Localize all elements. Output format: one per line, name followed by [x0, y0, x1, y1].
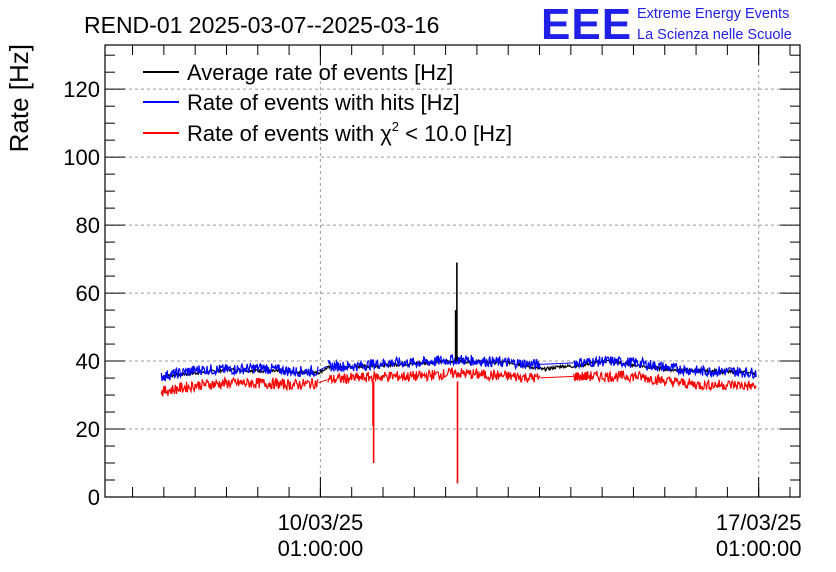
y-tick-label-20: 20: [76, 417, 100, 442]
eee-logo: EEE Extreme Energy Events La Scienza nel…: [541, 0, 792, 49]
y-tick-label-100: 100: [63, 145, 100, 170]
y-axis-label: Rate [Hz]: [4, 44, 34, 152]
series-gap-link-2-1: [540, 375, 574, 379]
x-tick-label-time-0: 01:00:00: [278, 536, 364, 561]
y-tick-label-0: 0: [88, 485, 100, 510]
eee-logo-line2: La Scienza nelle Scuole: [637, 27, 792, 43]
y-tick-label-120: 120: [63, 77, 100, 102]
x-tick-label-time-1: 01:00:00: [716, 536, 802, 561]
series-gap-link-1-1: [540, 362, 574, 365]
grid-lines: [105, 45, 800, 497]
series-line-2: [160, 367, 757, 397]
y-tick-label-60: 60: [76, 281, 100, 306]
series-line-1: [160, 354, 757, 382]
eee-logo-line1: Extreme Energy Events: [637, 6, 789, 22]
series-gap-link-1-0: [318, 365, 328, 372]
y-tick-label-80: 80: [76, 213, 100, 238]
y-tick-label-40: 40: [76, 349, 100, 374]
chart-title: REND-01 2025-03-07--2025-03-16: [84, 12, 439, 38]
axes: 02040608010012010/03/2501:00:0017/03/250…: [63, 44, 802, 561]
plot-frame: [104, 44, 801, 498]
series-gap-link-2-0: [318, 379, 328, 384]
legend-label-chi2: Rate of events with χ2 < 10.0 [Hz]: [187, 119, 512, 146]
legend-label-chi2-prefix: Rate of events with χ: [187, 121, 392, 146]
legend: Average rate of events [Hz] Rate of even…: [143, 60, 512, 146]
legend-label-chi2-exponent: 2: [392, 119, 399, 134]
legend-label-hits: Rate of events with hits [Hz]: [187, 90, 460, 115]
legend-label-chi2-suffix: < 10.0 [Hz]: [399, 121, 512, 146]
legend-label-average: Average rate of events [Hz]: [187, 60, 453, 85]
data-series: [160, 262, 757, 484]
eee-logo-mark: EEE: [541, 0, 632, 49]
x-tick-label-date-0: 10/03/25: [278, 510, 364, 535]
x-tick-label-date-1: 17/03/25: [716, 510, 802, 535]
